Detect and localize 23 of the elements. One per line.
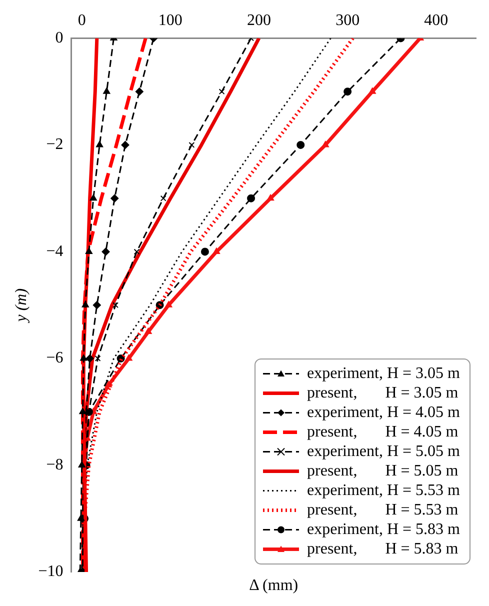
y-tick-label: −4: [46, 242, 64, 260]
y-tick-label: −10: [38, 563, 64, 580]
y-tick-label: −2: [46, 136, 64, 154]
y-tick-label: 0: [55, 29, 64, 46]
legend-label: experiment, H = 3.05 m: [307, 364, 461, 382]
x-axis-title: Δ (mm): [249, 577, 298, 594]
legend-label: experiment, H = 4.05 m: [307, 404, 461, 421]
x-tick-label: 0: [78, 12, 86, 29]
legend-label: experiment, H = 5.53 m: [307, 482, 461, 499]
x-tick-label: 200: [246, 12, 271, 29]
x-tick-label: 400: [424, 12, 448, 29]
x-tick-label: 300: [336, 12, 360, 29]
legend-label: present, H = 3.05 m: [307, 384, 459, 402]
x-tick-label: 100: [158, 12, 182, 29]
legend-label: present, H = 5.05 m: [307, 462, 459, 480]
legend-label: present, H = 5.53 m: [307, 501, 459, 518]
legend-label: present, H = 4.05 m: [307, 423, 459, 440]
y-axis-title: y (m): [12, 288, 30, 324]
legend-label: present, H = 5.83 m: [307, 540, 459, 558]
legend-label: experiment, H = 5.05 m: [307, 442, 461, 460]
y-tick-label: −6: [46, 350, 64, 367]
y-tick-label: −8: [46, 456, 64, 474]
legend-label: experiment, H = 5.83 m: [307, 520, 461, 538]
